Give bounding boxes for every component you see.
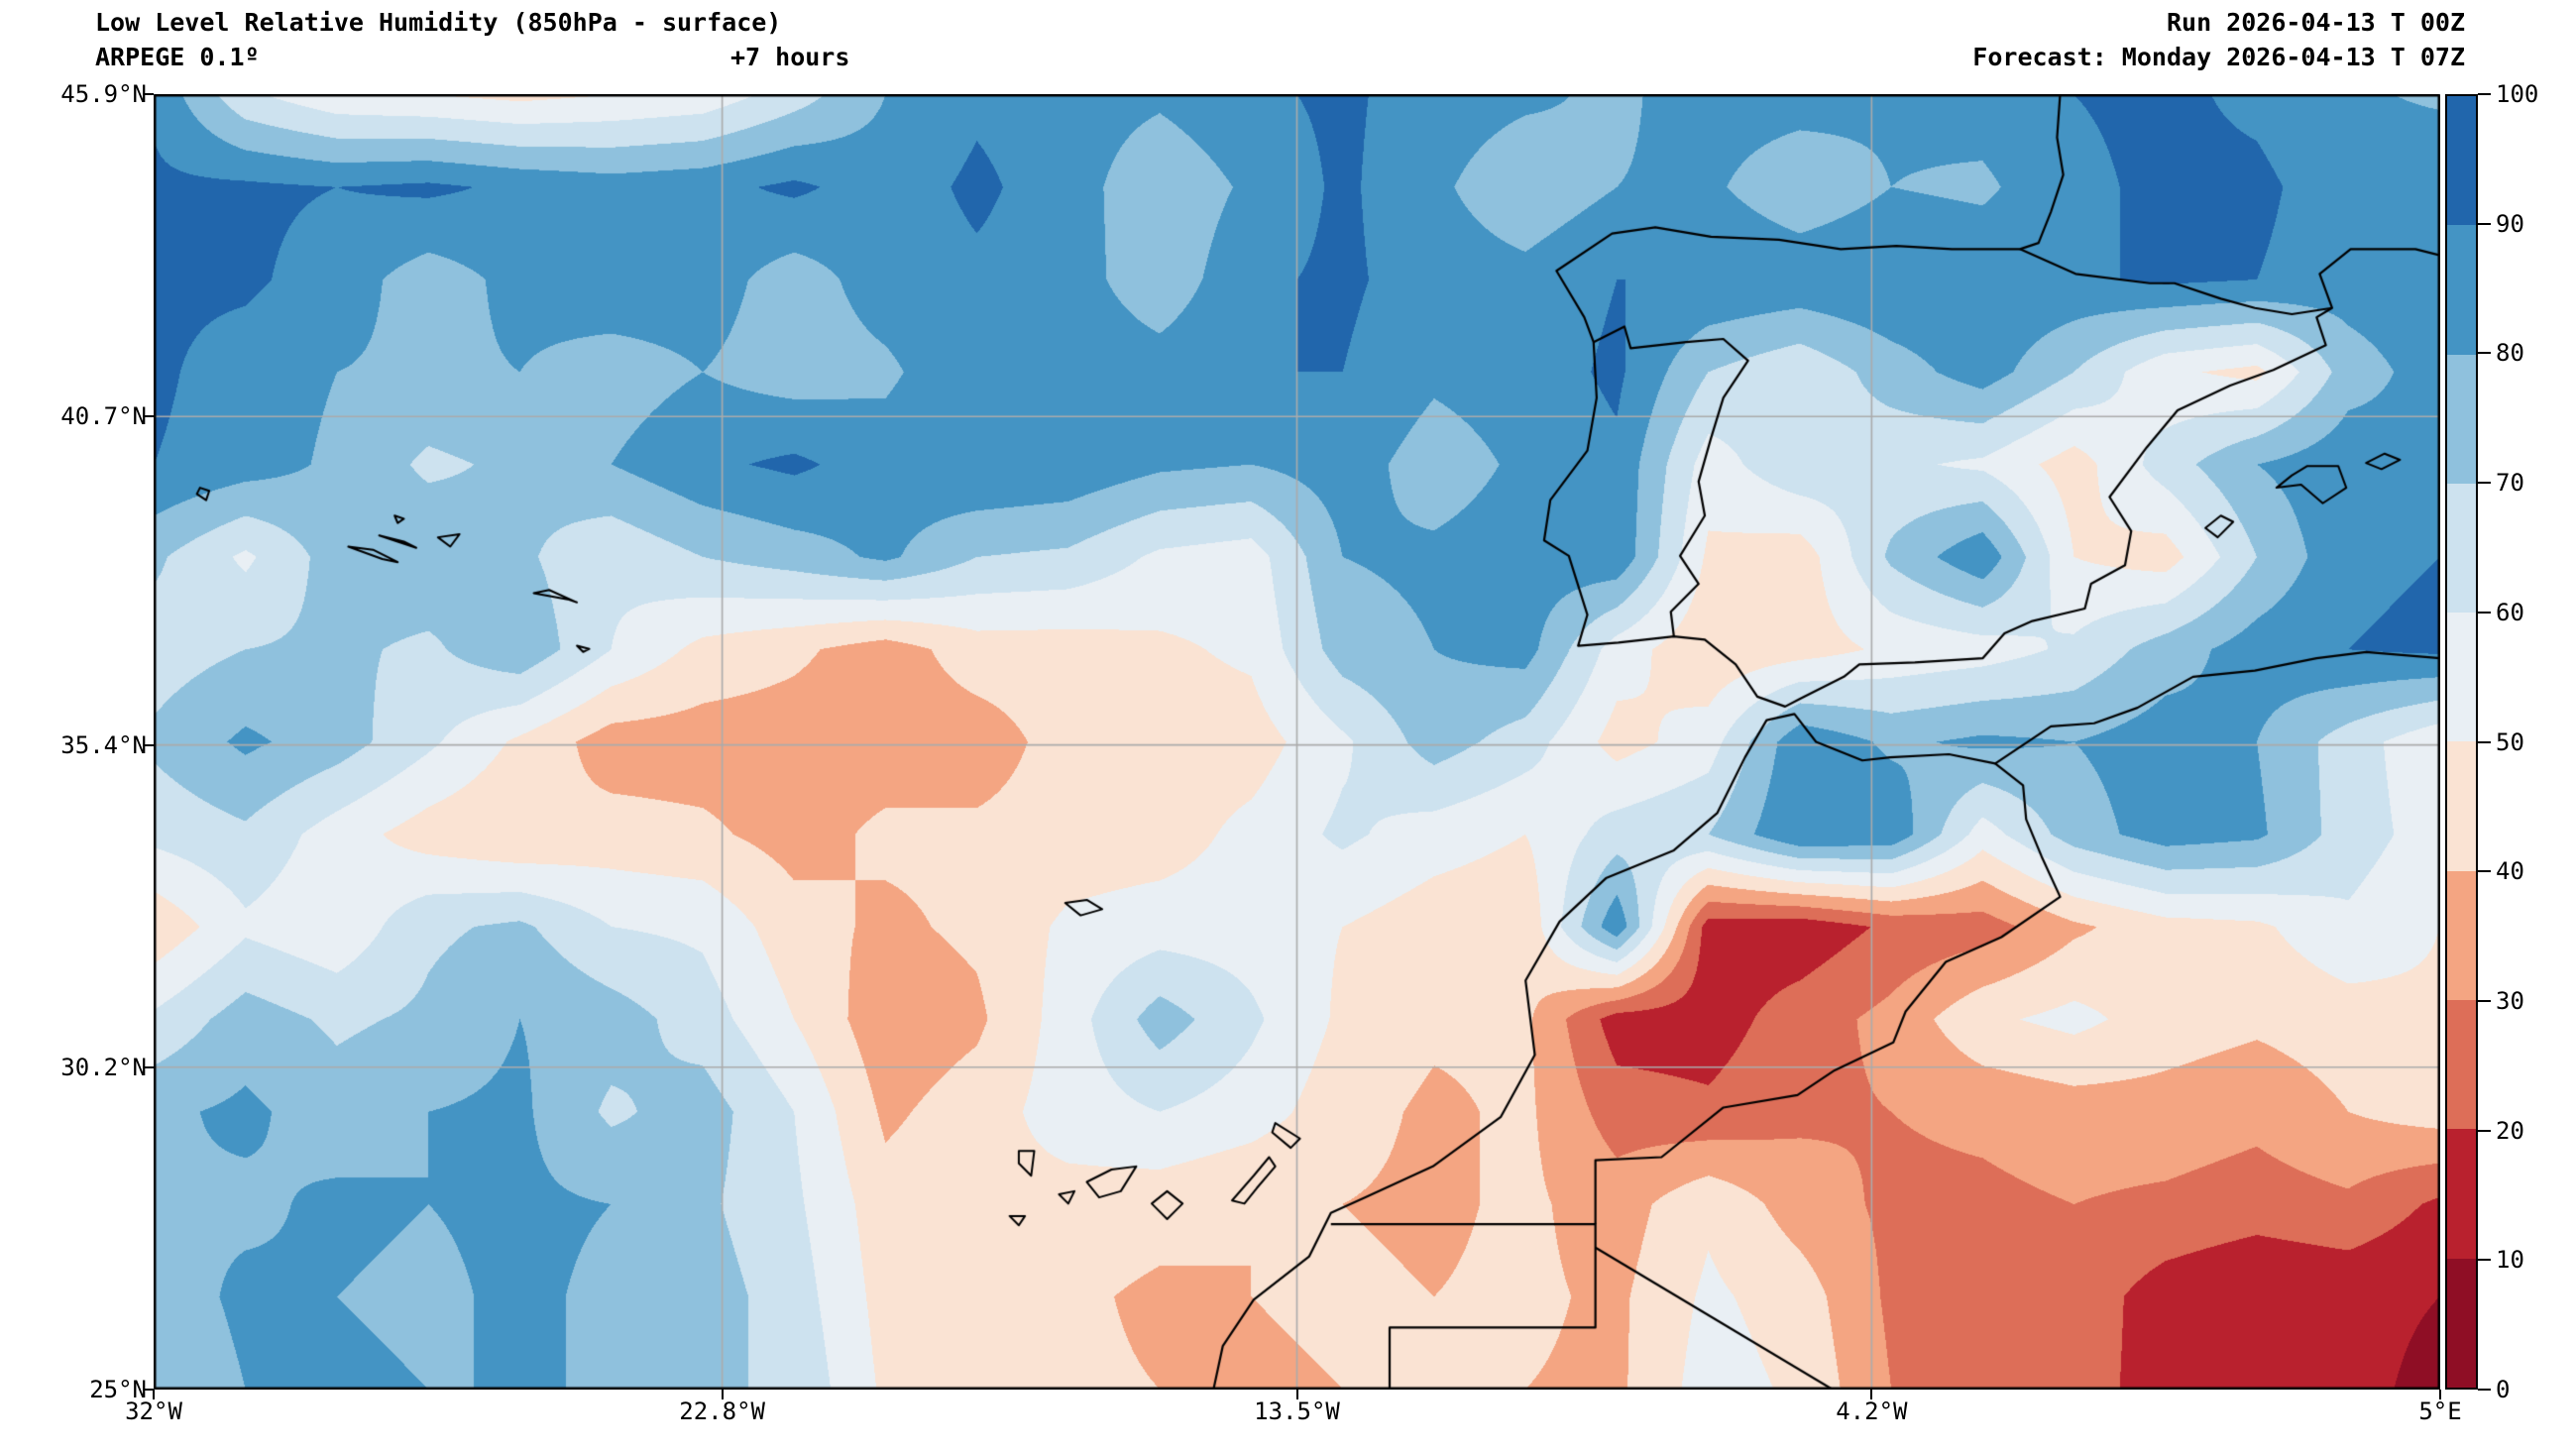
lon-tick-mark: [2439, 1390, 2441, 1399]
lon-tick-label: 32°W: [125, 1397, 182, 1425]
lat-tick-label: 45.9°N: [60, 80, 147, 108]
colorbar-segment: [2447, 1258, 2476, 1388]
lon-tick-mark: [721, 1390, 724, 1399]
lon-tick-mark: [1870, 1390, 1873, 1399]
colorbar-tick-label: 80: [2496, 339, 2524, 368]
colorbar-tick-label: 60: [2496, 598, 2524, 626]
lat-tick-mark: [144, 1389, 154, 1391]
lon-tick-label: 22.8°W: [679, 1397, 765, 1425]
colorbar-segment: [2447, 870, 2476, 1001]
colorbar-tick-mark: [2478, 870, 2491, 873]
forecast-time-label: Forecast: Monday 2026-04-13 T 07Z: [1972, 43, 2465, 71]
colorbar: [2445, 94, 2478, 1390]
colorbar-segment: [2447, 96, 2476, 226]
lat-tick-mark: [144, 1065, 154, 1068]
colorbar-tick-mark: [2478, 999, 2491, 1002]
colorbar-tick-mark: [2478, 611, 2491, 614]
lat-tick-label: 25°N: [89, 1376, 147, 1403]
colorbar-tick-label: 10: [2496, 1246, 2524, 1275]
lat-tick-mark: [144, 93, 154, 95]
colorbar-tick-mark: [2478, 93, 2491, 95]
colorbar-segment: [2447, 225, 2476, 355]
colorbar-tick-label: 70: [2496, 469, 2524, 498]
colorbar-segment: [2447, 483, 2476, 614]
colorbar-tick-label: 30: [2496, 986, 2524, 1015]
colorbar-tick-mark: [2478, 222, 2491, 225]
colorbar-tick-mark: [2478, 352, 2491, 355]
lon-tick-mark: [1295, 1390, 1298, 1399]
colorbar-tick-mark: [2478, 740, 2491, 743]
figure-title: Low Level Relative Humidity (850hPa - su…: [95, 8, 782, 37]
colorbar-tick-label: 0: [2496, 1376, 2511, 1403]
colorbar-segment: [2447, 354, 2476, 484]
colorbar-tick-label: 100: [2496, 80, 2539, 108]
lon-tick-label: 5°E: [2418, 1397, 2462, 1425]
colorbar-tick-label: 20: [2496, 1116, 2524, 1145]
run-time-label: Run 2026-04-13 T 00Z: [2166, 8, 2465, 37]
colorbar-tick-mark: [2478, 1129, 2491, 1132]
map-plot-area: [154, 94, 2440, 1390]
lat-tick-label: 40.7°N: [60, 402, 147, 431]
colorbar-tick-mark: [2478, 1389, 2491, 1391]
lon-tick-label: 13.5°W: [1254, 1397, 1340, 1425]
lat-tick-mark: [144, 743, 154, 746]
colorbar-segment: [2447, 741, 2476, 871]
lon-tick-mark: [153, 1390, 155, 1399]
colorbar-tick-label: 50: [2496, 727, 2524, 756]
colorbar-tick-mark: [2478, 1259, 2491, 1262]
colorbar-segment: [2447, 613, 2476, 742]
lat-tick-label: 30.2°N: [60, 1053, 147, 1081]
colorbar-tick-mark: [2478, 482, 2491, 485]
colorbar-segment: [2447, 1000, 2476, 1130]
lon-tick-label: 4.2°W: [1836, 1397, 1908, 1425]
lat-tick-mark: [144, 415, 154, 418]
lead-time-label: +7 hours: [730, 43, 850, 71]
colorbar-tick-label: 40: [2496, 857, 2524, 886]
colorbar-segment: [2447, 1129, 2476, 1259]
lat-tick-label: 35.4°N: [60, 730, 147, 759]
colorbar-tick-label: 90: [2496, 209, 2524, 238]
humidity-field-canvas: [154, 94, 2440, 1390]
model-label: ARPEGE 0.1º: [95, 43, 260, 71]
